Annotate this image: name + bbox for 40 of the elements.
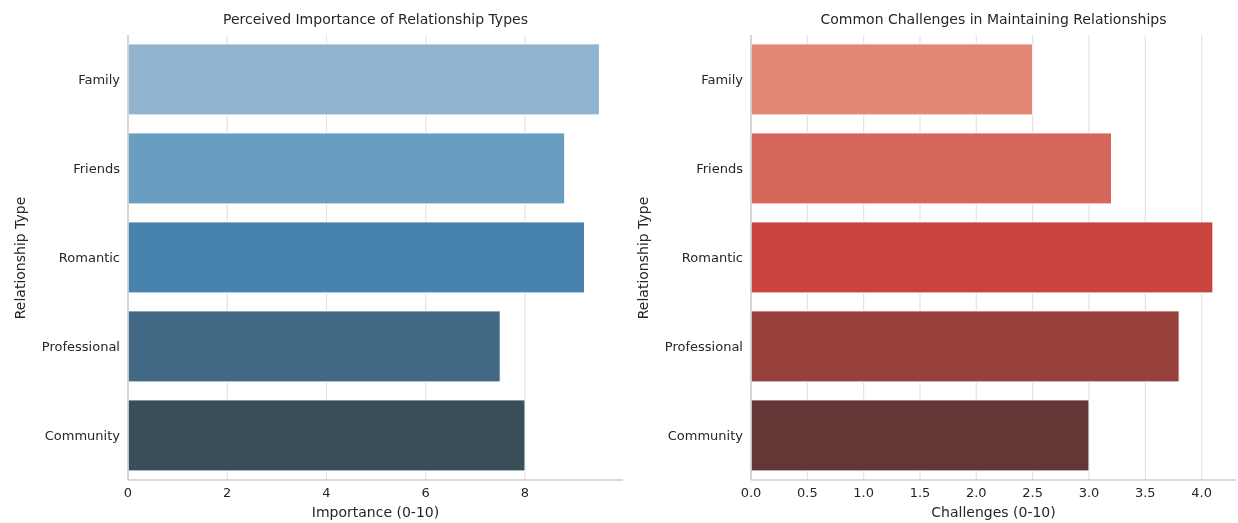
y-tick-label: Romantic (58, 250, 120, 266)
y-tick-label: Community (44, 428, 121, 444)
y-tick-label: Professional (664, 339, 743, 355)
bar (128, 221, 586, 294)
y-axis-title: Relationship Type (635, 196, 651, 319)
x-tick-label: 3.5 (1134, 485, 1156, 501)
x-tick-label: 2.5 (1022, 485, 1043, 501)
y-tick-label: Family (701, 72, 744, 88)
x-tick-label: 2.0 (965, 485, 987, 501)
x-axis-title: Challenges (0-10) (930, 504, 1057, 520)
x-tick-label: 0.0 (740, 485, 762, 501)
bar (751, 132, 1113, 205)
bar (128, 132, 566, 205)
y-tick-label: Family (78, 72, 121, 88)
x-axis-title: Importance (0-10) (310, 504, 441, 520)
chart-title: Common Challenges in Maintaining Relationships (819, 11, 1168, 27)
y-axis-title: Relationship Type (12, 196, 28, 319)
y-tick-label: Community (667, 428, 744, 444)
bar (128, 399, 526, 472)
x-tick-label: 4 (322, 485, 331, 501)
y-tick-label: Romantic (681, 250, 743, 266)
bar (751, 43, 1034, 116)
bar (751, 221, 1214, 294)
x-tick-label: 3.0 (1078, 485, 1100, 501)
y-tick-label: Friends (696, 161, 744, 177)
x-tick-label: 4.0 (1191, 485, 1212, 501)
x-tick-label: 0.5 (796, 485, 818, 501)
bar (751, 399, 1090, 472)
chart-title: Perceived Importance of Relationship Types (222, 11, 529, 27)
bar (751, 310, 1180, 383)
x-tick-label: 8 (520, 485, 530, 501)
x-tick-label: 6 (421, 485, 430, 501)
x-tick-label: 0 (123, 485, 133, 501)
y-tick-label: Friends (73, 161, 121, 177)
bar (128, 310, 501, 383)
x-tick-label: 1.5 (909, 485, 931, 501)
x-tick-label: 2 (223, 485, 232, 501)
y-tick-label: Professional (41, 339, 120, 355)
x-tick-label: 1.0 (853, 485, 874, 501)
bar (128, 43, 600, 116)
